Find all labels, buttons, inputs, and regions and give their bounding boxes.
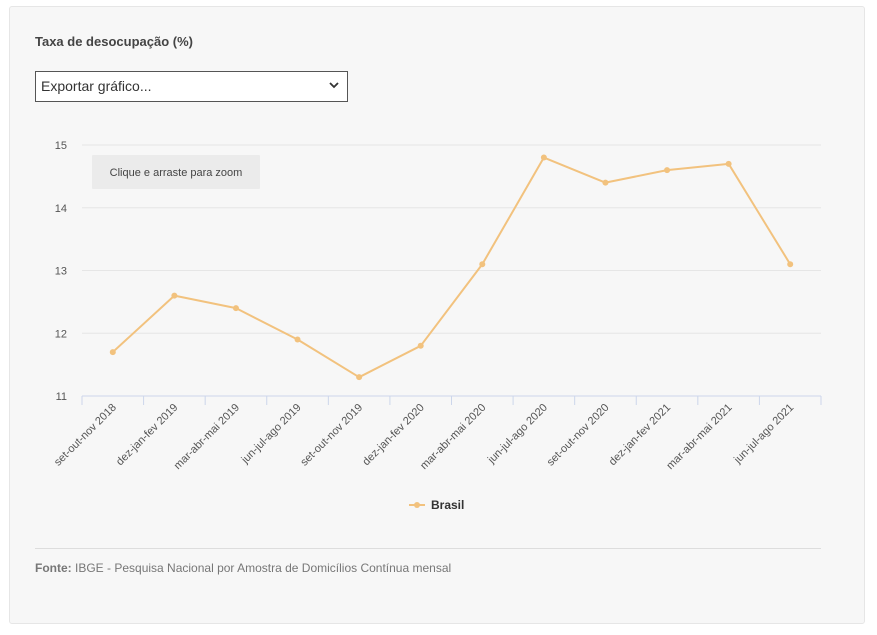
x-tick-label: set-out-nov 2018 bbox=[52, 402, 119, 469]
chart-card bbox=[9, 6, 865, 624]
data-point[interactable] bbox=[725, 160, 732, 167]
source-text: IBGE - Pesquisa Nacional por Amostra de … bbox=[75, 561, 452, 575]
x-tick-label: dez-jan-fev 2019 bbox=[114, 402, 180, 468]
y-tick-label: 13 bbox=[55, 266, 67, 278]
data-point[interactable] bbox=[602, 179, 609, 186]
data-point[interactable] bbox=[109, 349, 116, 356]
legend-label: Brasil bbox=[431, 498, 464, 512]
export-chart-select[interactable]: Exportar gráfico... bbox=[35, 71, 348, 102]
x-tick-label: dez-jan-fev 2021 bbox=[607, 402, 673, 468]
grid-lines bbox=[82, 144, 821, 334]
source-note: Fonte: IBGE - Pesquisa Nacional por Amos… bbox=[35, 561, 451, 575]
series-brasil bbox=[109, 154, 794, 381]
footer-divider bbox=[35, 548, 821, 549]
x-tick-label: dez-jan-fev 2020 bbox=[360, 402, 426, 468]
x-tick-label: set-out-nov 2020 bbox=[545, 402, 612, 469]
data-point[interactable] bbox=[787, 261, 794, 268]
zoom-hint-label: Clique e arraste para zoom bbox=[110, 167, 243, 179]
data-point[interactable] bbox=[294, 336, 301, 343]
x-axis bbox=[81, 395, 822, 405]
y-tick-label: 12 bbox=[55, 328, 67, 340]
chevron-down-icon bbox=[329, 82, 339, 89]
x-tick-label: jun-jul-ago 2020 bbox=[485, 402, 550, 467]
legend-marker bbox=[414, 502, 420, 508]
y-tick-label: 14 bbox=[55, 203, 67, 215]
y-axis-ticks: 11 12 13 14 15 bbox=[55, 140, 67, 403]
data-point[interactable] bbox=[417, 342, 424, 349]
data-point[interactable] bbox=[171, 292, 178, 299]
chart-title: Taxa de desocupação (%) bbox=[35, 34, 193, 49]
data-point[interactable] bbox=[356, 374, 363, 381]
series-line bbox=[112, 156, 792, 379]
x-tick-label: mar-abr-mai 2021 bbox=[664, 402, 734, 472]
x-tick-label: jun-jul-ago 2019 bbox=[239, 402, 304, 467]
data-point[interactable] bbox=[232, 305, 239, 312]
x-tick-label: mar-abr-mai 2020 bbox=[418, 402, 488, 472]
x-tick-label: jun-jul-ago 2021 bbox=[731, 402, 796, 467]
data-point[interactable] bbox=[664, 167, 671, 174]
y-tick-label: 15 bbox=[55, 140, 67, 152]
source-label: Fonte: bbox=[35, 561, 72, 575]
export-select-value: Exportar gráfico... bbox=[41, 78, 152, 94]
data-point[interactable] bbox=[540, 154, 547, 161]
x-tick-label: mar-abr-mai 2019 bbox=[172, 402, 242, 472]
data-point[interactable] bbox=[479, 261, 486, 268]
zoom-hint: Clique e arraste para zoom bbox=[92, 155, 260, 189]
legend[interactable]: Brasil bbox=[409, 498, 464, 512]
y-tick-label: 11 bbox=[56, 391, 67, 403]
x-tick-label: set-out-nov 2019 bbox=[298, 402, 365, 469]
